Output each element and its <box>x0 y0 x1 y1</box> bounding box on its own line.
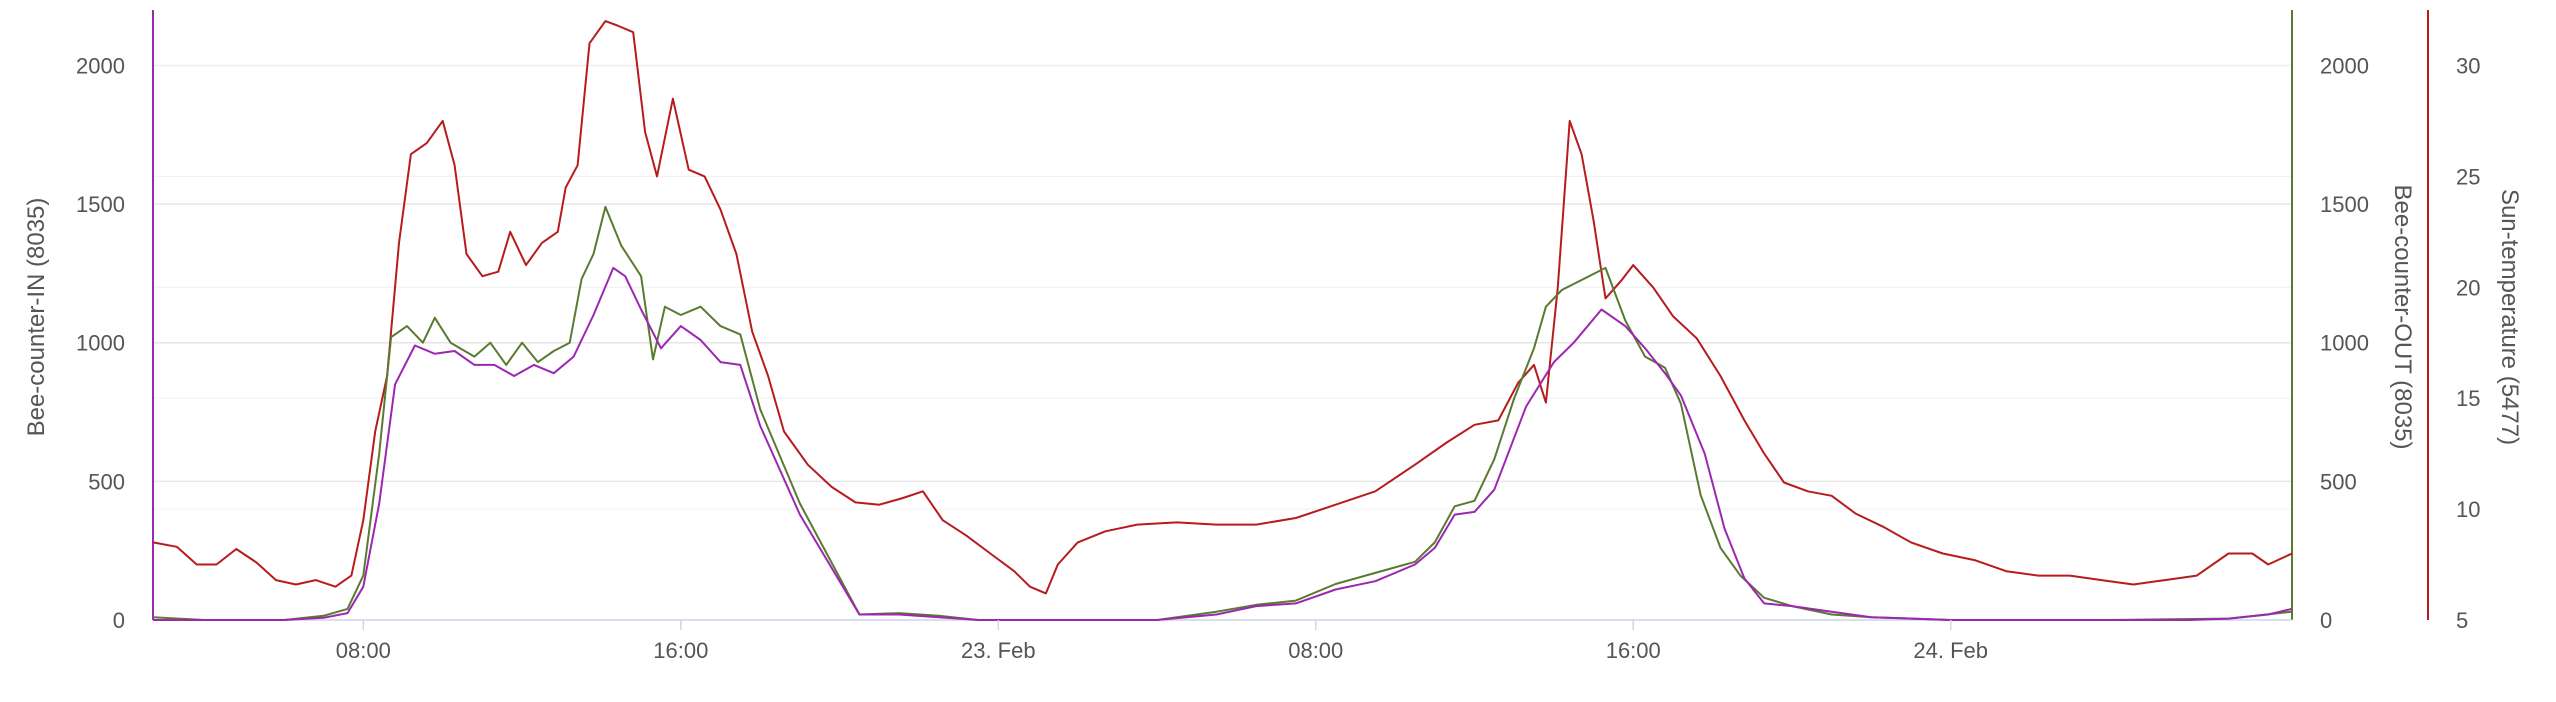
right-tick-label-temperature: 15 <box>2456 386 2480 411</box>
x-tick-label: 24. Feb <box>1913 638 1988 663</box>
left-tick-label: 0 <box>113 608 125 633</box>
right-tick-label-out: 0 <box>2320 608 2332 633</box>
right-tick-label-out: 500 <box>2320 469 2357 494</box>
x-tick-label: 16:00 <box>653 638 708 663</box>
x-axis-ticks: 08:00 16:00 23. Feb 08:00 16:00 24. Feb <box>336 620 1988 663</box>
x-tick-label: 16:00 <box>1606 638 1661 663</box>
left-tick-label: 1500 <box>76 192 125 217</box>
left-tick-label: 2000 <box>76 53 125 78</box>
series-layer <box>152 20 2293 621</box>
right-axis-title-out: Bee-counter-OUT (8035) <box>2389 184 2416 449</box>
right-tick-label-temperature: 5 <box>2456 608 2468 633</box>
series-line-bee-out <box>152 205 2293 621</box>
right-axis-ticks-temperature: 5 10 15 20 25 30 <box>2456 53 2480 633</box>
series-line-bee-in <box>153 266 2293 621</box>
x-tick-label: 23. Feb <box>961 638 1036 663</box>
right-axis-ticks-out: 0 500 1000 1500 2000 <box>2320 53 2369 633</box>
right-tick-label-temperature: 10 <box>2456 497 2480 522</box>
left-tick-label: 1000 <box>76 331 125 356</box>
right-tick-label-out: 2000 <box>2320 53 2369 78</box>
right-tick-label-out: 1500 <box>2320 192 2369 217</box>
left-tick-label: 500 <box>88 469 125 494</box>
x-tick-label: 08:00 <box>336 638 391 663</box>
left-axis-ticks: 0 500 1000 1500 2000 <box>76 53 125 633</box>
left-axis-title: Bee-counter-IN (8035) <box>23 198 50 437</box>
right-tick-label-temperature: 30 <box>2456 53 2480 78</box>
right-tick-label-temperature: 20 <box>2456 275 2480 300</box>
right-tick-label-temperature: 25 <box>2456 164 2480 189</box>
grid-lines <box>153 64 2292 510</box>
series-line-sun-temperature <box>152 20 2293 595</box>
axes <box>152 10 2429 621</box>
right-axis-title-temperature: Sun-temperature (5477) <box>2496 189 2523 445</box>
x-tick-label: 08:00 <box>1288 638 1343 663</box>
right-tick-label-out: 1000 <box>2320 331 2369 356</box>
